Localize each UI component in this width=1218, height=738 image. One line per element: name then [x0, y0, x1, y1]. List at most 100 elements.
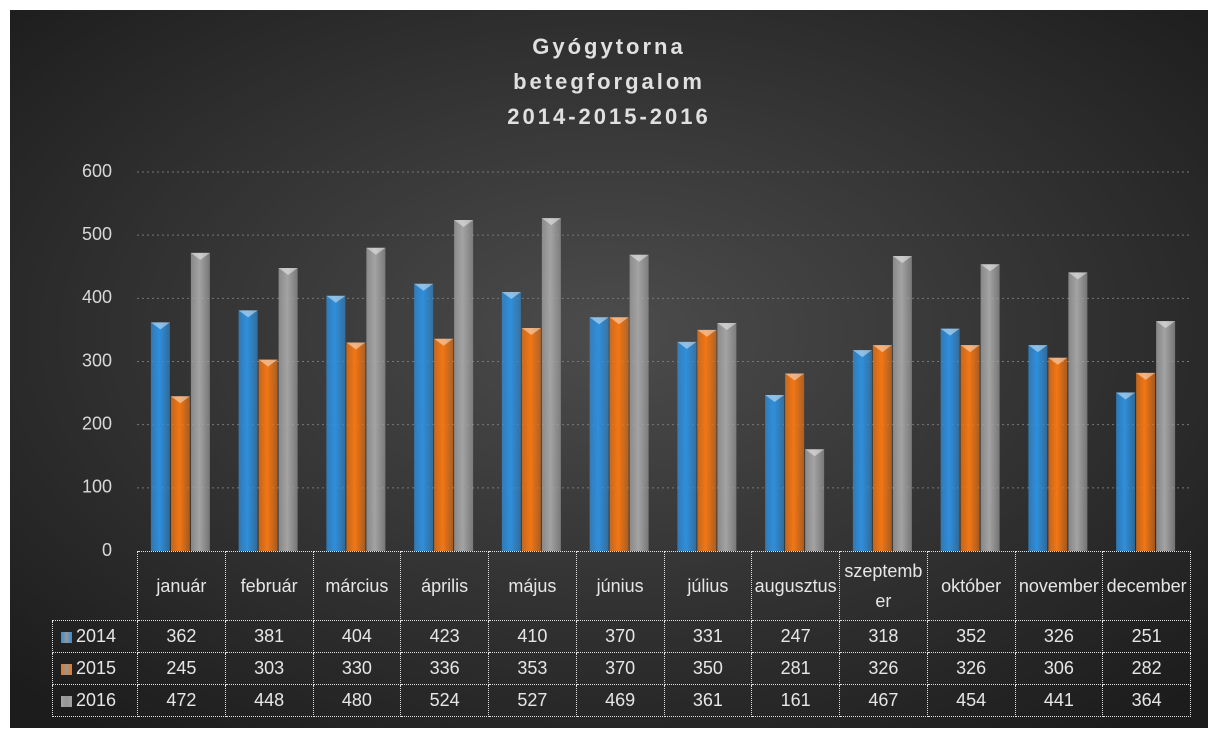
bar-cap: [454, 220, 474, 228]
data-label: 350: [663, 652, 753, 685]
data-label: 161: [751, 684, 840, 717]
data-table: január február március április május június jú…: [52, 551, 1191, 717]
bar-cap: [872, 345, 892, 353]
bar: [765, 394, 785, 551]
table-row: 2015 245 303 330 336 353 370 350 281 326 326 306 282: [52, 652, 1191, 685]
bar: [697, 329, 717, 551]
bar-cap: [541, 218, 561, 226]
bar-cap: [170, 396, 190, 404]
bar: [414, 283, 434, 551]
legend-cell: 2014: [52, 620, 138, 653]
x-tick-label: március: [312, 551, 402, 621]
data-label: 454: [926, 684, 1016, 717]
data-label: 364: [1102, 684, 1191, 717]
x-tick-label: január: [137, 551, 226, 621]
bar-cap: [589, 317, 609, 325]
data-label: 362: [137, 620, 226, 653]
data-label: 361: [663, 684, 753, 717]
legend-cell: 2016: [52, 684, 138, 717]
data-label: 441: [1014, 684, 1104, 717]
bar: [346, 342, 366, 551]
data-label: 281: [751, 652, 840, 685]
bar-cap: [980, 264, 1000, 272]
data-label: 303: [224, 652, 314, 685]
data-label: 381: [224, 620, 314, 653]
header-row: január február március április május június jú…: [52, 551, 1191, 621]
bar: [258, 359, 278, 551]
bar: [150, 322, 170, 551]
data-label: 472: [137, 684, 226, 717]
data-label: 467: [839, 684, 928, 717]
bar: [892, 256, 912, 551]
bar: [1136, 372, 1156, 551]
x-tick-label: augusztus: [751, 551, 840, 621]
legend-key: [61, 695, 72, 707]
bar: [940, 328, 960, 551]
bar: [1156, 321, 1176, 551]
bar-cap: [346, 342, 366, 350]
x-tick-label: február: [224, 551, 314, 621]
bar: [609, 317, 629, 551]
data-label: 318: [839, 620, 928, 653]
y-tick-label: 200: [82, 413, 112, 433]
legend-cell: 2015: [52, 652, 138, 685]
data-label: 306: [1014, 652, 1104, 685]
bar: [501, 292, 521, 551]
bar: [521, 328, 541, 551]
y-tick-label: 600: [82, 161, 112, 181]
bar-cap: [238, 310, 258, 318]
data-label: 245: [137, 652, 226, 685]
bar: [785, 373, 805, 551]
bar-cap: [258, 359, 278, 367]
bar: [1028, 345, 1048, 551]
bar-cap: [501, 292, 521, 300]
data-label: 404: [312, 620, 402, 653]
x-tick-label: október: [926, 551, 1016, 621]
legend-label: 2014: [76, 626, 117, 646]
bar-cap: [609, 317, 629, 325]
bar: [629, 254, 649, 551]
bar: [454, 220, 474, 552]
bar: [805, 449, 825, 551]
data-label: 527: [488, 684, 577, 717]
data-label: 353: [488, 652, 577, 685]
bar-cap: [414, 283, 434, 291]
data-label: 423: [400, 620, 489, 653]
bar: [434, 338, 454, 551]
y-tick-label: 400: [82, 287, 112, 307]
bar-cap: [677, 341, 697, 349]
chart-title: Gyógytorna: [532, 34, 685, 59]
bar-cap: [150, 322, 170, 330]
data-label: 326: [926, 652, 1016, 685]
data-label: 251: [1102, 620, 1191, 653]
y-tick-label: 300: [82, 350, 112, 370]
bar: [677, 341, 697, 551]
bar-cap: [1156, 321, 1176, 329]
bar-cap: [434, 338, 454, 346]
x-tick-label: április: [400, 551, 489, 621]
bar: [278, 268, 298, 551]
bar: [170, 396, 190, 551]
x-tick-label: július: [663, 551, 753, 621]
bar-cap: [765, 394, 785, 402]
bar-cap: [892, 256, 912, 264]
table-row: 2014 362 381 404 423 410 370 331 247 318 352 326 251: [52, 620, 1191, 653]
data-label: 282: [1102, 652, 1191, 685]
bar-cap: [1136, 372, 1156, 380]
bar-cap: [521, 328, 541, 336]
bar-cap: [366, 247, 386, 255]
bar-cap: [1048, 357, 1068, 365]
bar-cap: [190, 252, 210, 260]
data-label: 469: [575, 684, 665, 717]
bar: [980, 264, 1000, 551]
bar-cap: [852, 350, 872, 358]
bar: [366, 247, 386, 552]
legend-key: [61, 663, 72, 675]
data-label: 480: [312, 684, 402, 717]
legend-label: 2016: [76, 690, 117, 710]
data-label: 326: [839, 652, 928, 685]
data-label: 331: [663, 620, 753, 653]
bar-cap: [960, 345, 980, 353]
table-row: 2016 472 448 480 524 527 469 361 161 467 454 441 364: [52, 684, 1191, 717]
